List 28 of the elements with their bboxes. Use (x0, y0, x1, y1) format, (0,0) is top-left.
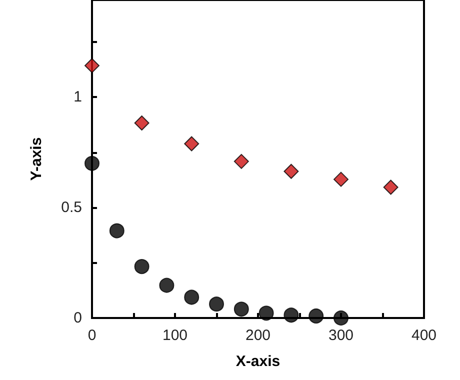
point (258, 306, 274, 321)
x-tick-label: 0 (88, 327, 96, 344)
point (383, 180, 398, 195)
point (159, 278, 174, 293)
point (284, 164, 299, 179)
point (184, 136, 200, 152)
point (284, 308, 299, 323)
x-tick-label: 100 (162, 327, 188, 344)
x-axis-title: X-axis (236, 353, 280, 370)
point (184, 290, 200, 305)
point (234, 154, 249, 169)
point (134, 259, 150, 274)
y-tick-label: 0 (74, 310, 82, 326)
x-tick-label: 200 (245, 327, 271, 344)
point (134, 116, 150, 131)
point (109, 223, 124, 238)
point (209, 296, 224, 312)
point (84, 156, 100, 171)
point (234, 302, 249, 317)
y-tick-label: 1 (74, 88, 82, 106)
x-tick-label: 400 (411, 327, 437, 344)
point (308, 308, 324, 324)
y-tick-label: 0.5 (61, 199, 82, 216)
x-tick-label: 300 (328, 327, 354, 344)
point (84, 58, 100, 74)
y-axis-title: Y-axis (28, 137, 45, 181)
point (334, 310, 348, 326)
point (334, 172, 348, 187)
